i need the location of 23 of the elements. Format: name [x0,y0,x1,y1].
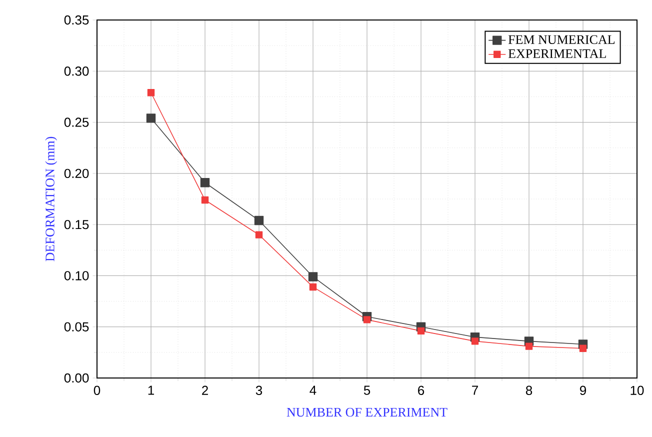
x-tick-label: 9 [580,386,586,396]
x-tick-label: 7 [472,386,478,395]
y-tick-label: 0.20 [64,168,89,178]
y-axis-title: DEFORMATION (mm) [45,136,58,262]
y-tick-label: 0.00 [64,373,89,383]
y-tick-label: 0.25 [64,118,89,127]
legend-label: EXPERIMENTAL [508,49,606,58]
x-tick-label: 10 [630,386,644,396]
y-tick-label: 0.15 [64,220,89,230]
x-tick-label: 0 [94,386,100,396]
x-tick-label: 6 [418,386,424,396]
y-tick-label: 0.05 [64,322,89,332]
x-tick-label: 1 [148,386,154,395]
y-tick-label: 0.30 [64,66,89,76]
x-tick-label: 8 [526,386,532,396]
y-tick-label: 0.10 [64,271,89,280]
x-tick-label: 5 [364,386,370,395]
x-tick-label: 3 [256,386,262,396]
x-tick-label: 4 [310,386,316,395]
x-axis-title: NUMBER OF EXPERIMENT [286,408,448,417]
y-tick-label: 0.35 [64,15,89,25]
x-tick-label: 2 [202,386,208,395]
legend-label: FEM NUMERICAL [508,35,615,44]
